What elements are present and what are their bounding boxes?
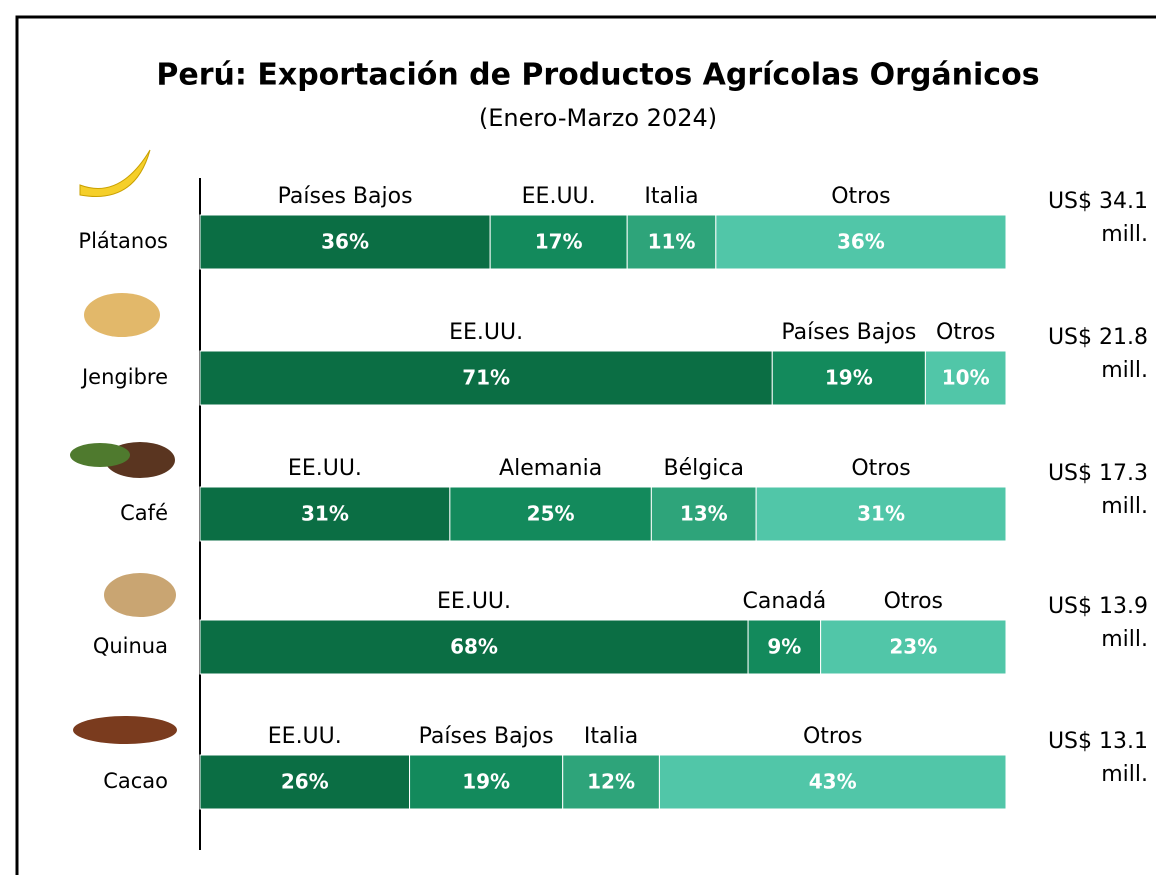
icon-cacao [73,716,177,744]
chart-subtitle: (Enero-Marzo 2024) [479,104,717,132]
category-label: Plátanos [78,229,168,253]
value-label: 36% [837,230,885,254]
value-label: 31% [301,502,349,526]
segment-label: Otros [884,589,943,614]
value-label: 71% [462,366,510,390]
icon-quinoa-bowl [104,573,176,617]
value-label: 17% [535,230,583,254]
page: Perú: Exportación de Productos Agrícolas… [0,0,1156,875]
value-label: 12% [587,770,635,794]
total-label: US$ 21.8 mill. [1018,321,1148,387]
segment-label: EE.UU. [288,456,362,481]
segment-label: Países Bajos [419,724,554,749]
value-label: 26% [281,770,329,794]
segment-label: Canadá [742,589,826,614]
segment-label: Otros [851,456,910,481]
category-label: Quinua [93,634,168,658]
value-label: 43% [809,770,857,794]
value-label: 9% [767,635,801,659]
icon-leaf [70,443,130,467]
category-label: Jengibre [80,365,168,389]
value-label: 23% [889,635,937,659]
icon-ginger [84,293,160,337]
segment-label: Otros [831,184,890,209]
segment-label: Países Bajos [278,184,413,209]
value-label: 19% [825,366,873,390]
value-label: 25% [527,502,575,526]
category-label: Café [120,501,168,525]
segment-label: Otros [803,724,862,749]
value-label: 11% [648,230,696,254]
icon-banana [80,150,150,197]
value-label: 19% [462,770,510,794]
chart-title: Perú: Exportación de Productos Agrícolas… [156,58,1039,93]
value-label: 68% [450,635,498,659]
total-label: US$ 34.1 mill. [1018,185,1148,251]
segment-label: Italia [644,184,698,209]
value-label: 31% [857,502,905,526]
segment-label: EE.UU. [522,184,596,209]
total-label: US$ 17.3 mill. [1018,457,1148,523]
segment-label: Otros [936,320,995,345]
segment-label: EE.UU. [449,320,523,345]
segment-label: Italia [584,724,638,749]
segment-label: EE.UU. [268,724,342,749]
category-label: Cacao [103,769,168,793]
segment-label: Países Bajos [781,320,916,345]
total-label: US$ 13.9 mill. [1018,590,1148,656]
chart: Perú: Exportación de Productos Agrícolas… [0,0,1156,875]
total-label: US$ 13.1 mill. [1018,725,1148,791]
value-label: 36% [321,230,369,254]
segment-label: Alemania [499,456,602,481]
segment-label: EE.UU. [437,589,511,614]
value-label: 10% [942,366,990,390]
value-label: 13% [680,502,728,526]
segment-label: Bélgica [664,456,744,481]
